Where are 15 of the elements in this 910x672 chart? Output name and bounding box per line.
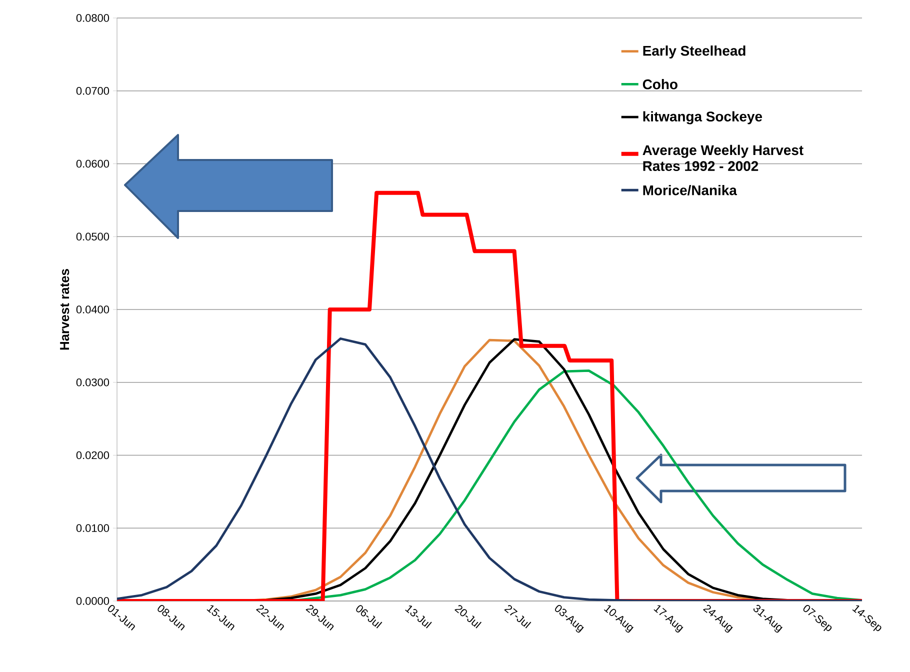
y-tick-label: 0.0000 [76,597,110,605]
legend-label: Early Steelhead [643,45,746,58]
legend-label: Morice/Nanika [643,184,737,196]
legend-label: Average Weekly Harvest Rates 1992 - 2002 [642,144,804,172]
y-tick-label: 0.0700 [76,86,110,95]
y-tick-label: 0.0600 [76,160,110,168]
y-tick-label: 0.0500 [76,232,110,240]
y-tick-label: 0.0800 [76,14,110,22]
legend-label: kitwanga Sockeye [643,111,762,124]
y-axis-title: Harvest rates [60,269,70,350]
y-tick-label: 0.0200 [76,451,110,460]
legend-label: Coho [642,79,678,90]
y-tick-label: 0.0400 [76,306,110,314]
y-tick-label: 0.0100 [76,524,110,532]
y-tick-label: 0.0300 [76,378,110,386]
